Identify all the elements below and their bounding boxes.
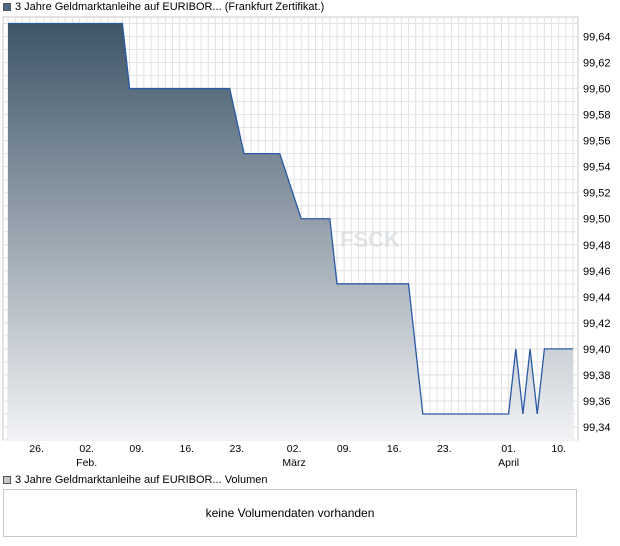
x-axis-ticks: 26. 02. Feb. 09. 16. 23. 02. März 09. 16. 23. 01. Ap… (29, 443, 566, 469)
y-tick-label: 99,60 (583, 84, 611, 96)
x-tick-label: 09. (129, 443, 144, 455)
y-tick-label: 99,52 (583, 188, 611, 200)
price-series (8, 22, 573, 440)
y-tick-label: 99,50 (583, 214, 611, 226)
y-tick-label: 99,62 (583, 58, 611, 70)
price-legend-label: 3 Jahre Geldmarktanleihe auf EURIBOR... … (15, 1, 325, 13)
y-tick-label: 99,44 (583, 292, 611, 304)
x-tick-label: 16. (387, 443, 402, 455)
x-tick-label: 23. (437, 443, 452, 455)
y-tick-label: 99,48 (583, 240, 611, 252)
x-tick-label: 02. (287, 443, 302, 455)
x-month-label: Feb. (76, 457, 97, 469)
price-area-fill (8, 23, 573, 440)
y-axis-ticks: 99,34 99,36 99,38 99,40 99,42 99,44 99,46 99,48… (583, 32, 611, 434)
x-tick-label: 23. (230, 443, 245, 455)
y-tick-label: 99,38 (583, 370, 611, 382)
x-tick-label: 09. (337, 443, 352, 455)
y-tick-label: 99,56 (583, 136, 611, 148)
volume-chart-legend: 3 Jahre Geldmarktanleihe auf EURIBOR... … (3, 473, 268, 487)
price-series-swatch (3, 3, 11, 11)
y-tick-label: 99,40 (583, 344, 611, 356)
y-tick-label: 99,64 (583, 32, 611, 44)
y-tick-label: 99,46 (583, 266, 611, 278)
x-tick-label: 26. (29, 443, 44, 455)
x-tick-label: 16. (179, 443, 194, 455)
price-chart-legend: 3 Jahre Geldmarktanleihe auf EURIBOR... … (3, 0, 324, 14)
price-chart: FSCK 99,34 99,36 99,38 99,40 99,42 99,44 99,46… (2, 16, 611, 469)
volume-series-swatch (3, 476, 11, 484)
y-tick-label: 99,34 (583, 422, 611, 434)
x-month-label: März (282, 457, 305, 469)
y-tick-label: 99,42 (583, 318, 611, 330)
watermark: FSCK (340, 227, 400, 252)
volume-legend-label: 3 Jahre Geldmarktanleihe auf EURIBOR... … (15, 474, 268, 486)
y-tick-label: 99,36 (583, 396, 611, 408)
y-tick-label: 99,58 (583, 110, 611, 122)
volume-chart: keine Volumendaten vorhanden (3, 489, 577, 537)
x-tick-label: 01. (501, 443, 516, 455)
x-tick-label: 10. (551, 443, 566, 455)
x-month-label: April (498, 457, 519, 469)
x-tick-label: 02. (79, 443, 94, 455)
price-line (8, 22, 573, 415)
volume-empty-message: keine Volumendaten vorhanden (205, 506, 375, 520)
y-tick-label: 99,54 (583, 162, 611, 174)
